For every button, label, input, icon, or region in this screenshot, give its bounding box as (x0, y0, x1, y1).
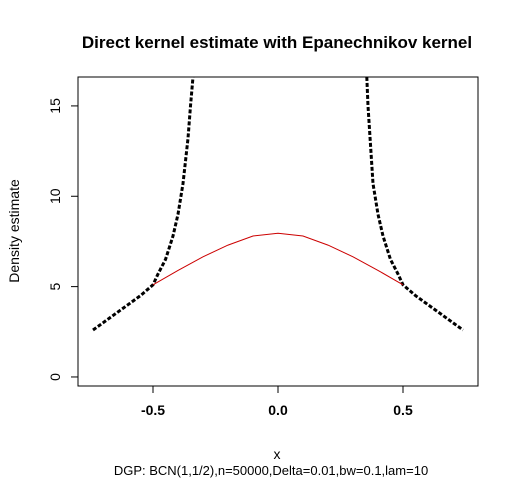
chart-caption: DGP: BCN(1,1/2),n=50000,Delta=0.01,bw=0.… (114, 463, 428, 478)
series-line-1 (92, 77, 195, 332)
chart-title: Direct kernel estimate with Epanechnikov… (82, 33, 472, 52)
y-axis: 0 5 10 15 (47, 98, 78, 381)
x-tick-label: -0.5 (141, 402, 165, 418)
y-tick-label: 0 (47, 373, 63, 381)
series-line-3 (152, 232, 404, 286)
plot-area (92, 77, 464, 332)
series-line-2 (365, 77, 464, 332)
x-axis-label: x (274, 446, 281, 462)
y-tick-label: 15 (47, 98, 63, 114)
y-tick-label: 5 (47, 283, 63, 291)
y-axis-label: Density estimate (6, 179, 22, 283)
y-tick-label: 10 (47, 188, 63, 204)
x-tick-label: 0.5 (393, 402, 413, 418)
x-tick-label: 0.0 (268, 402, 288, 418)
x-axis: -0.5 0.0 0.5 (141, 386, 413, 418)
